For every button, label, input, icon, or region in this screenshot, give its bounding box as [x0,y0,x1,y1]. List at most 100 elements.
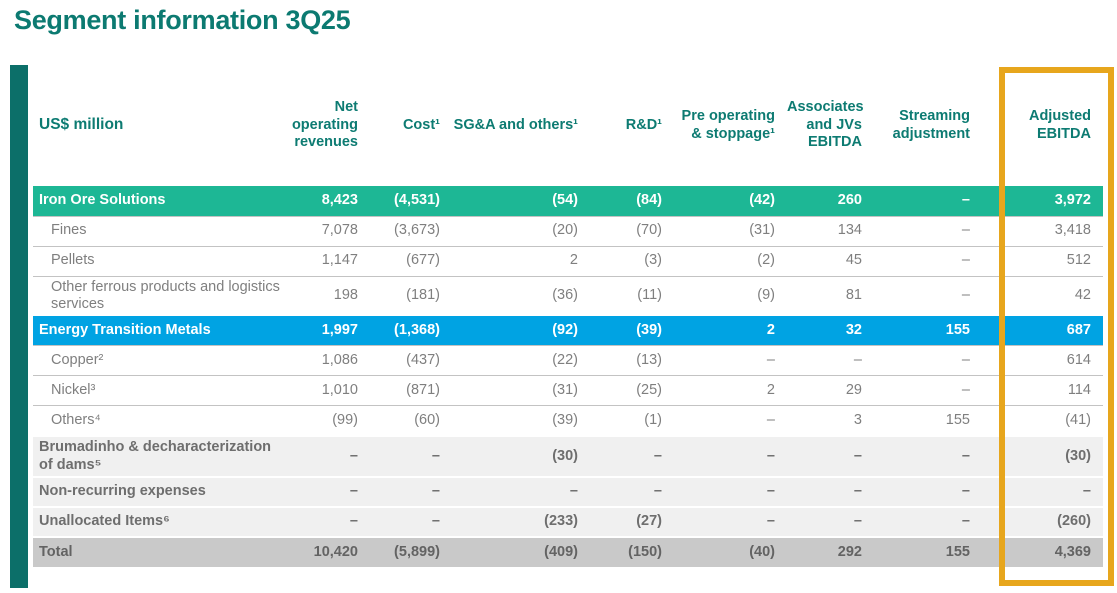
row-label: Other ferrous products and logistics ser… [33,275,285,316]
table-cell: 32 [787,315,874,346]
row-label: Pellets [33,245,285,276]
table-cell: – [285,476,370,508]
table-cell: – [452,476,590,508]
table-cell: (181) [370,275,452,316]
row-label: Fines [33,215,285,246]
table-row: Non-recurring expenses – – – – – – – – [33,476,1103,508]
table-cell: (4,531) [370,186,452,216]
row-label: Others⁴ [33,405,285,436]
table-row: Energy Transition Metals 1,997 (1,368) (92)… [33,315,1103,346]
table-cell: (3) [590,245,674,276]
table-cell: 45 [787,245,874,276]
table-cell: (11) [590,275,674,316]
table-cell: (677) [370,245,452,276]
table-cell: (871) [370,375,452,406]
table-cell: (5,899) [370,536,452,568]
table-cell: (54) [452,186,590,216]
table-cell: – [285,434,370,478]
row-label: Nickel³ [33,375,285,406]
table-cell: 10,420 [285,536,370,568]
table-row: Other ferrous products and logistics ser… [33,275,1103,316]
table-cell: (25) [590,375,674,406]
table-row: Others⁴ (99) (60) (39) (1) –3 155 (41) [33,405,1103,436]
table-cell: – [874,186,982,216]
table-cell: 2 [452,245,590,276]
table-cell: – [874,275,982,316]
table-cell: (39) [452,405,590,436]
row-label: Total [33,536,285,568]
table-cell: (233) [452,506,590,538]
table-cell: 614 [982,345,1103,376]
table-cell: (3,673) [370,215,452,246]
table-cell: 1,147 [285,245,370,276]
table-cell: 29 [787,375,874,406]
table-cell: (150) [590,536,674,568]
table-cell: – [874,345,982,376]
table-cell: – [674,506,787,538]
table-cell: (70) [590,215,674,246]
table-cell: 2 [674,315,787,346]
table-cell: – [674,345,787,376]
row-label: Brumadinho & decharacterization of dams⁵ [33,434,285,478]
table-cell: – [874,215,982,246]
table-row: Unallocated Items⁶ – – (233) (27) – – – (260) [33,506,1103,538]
row-label: Non-recurring expenses [33,476,285,508]
table-cell: – [674,434,787,478]
table-row: Nickel³ 1,010 (871) (31) (25) 2 29–114 [33,375,1103,406]
column-header: Adjusted EBITDA [1028,107,1091,142]
table-cell: 3,418 [982,215,1103,246]
table-cell: – [874,434,982,478]
table-cell: 3,972 [982,186,1103,216]
column-header: SG&A and others¹ [453,116,578,133]
column-header: Associates and JVs EBITDA [787,98,864,151]
table-cell: (30) [452,434,590,478]
column-header: Streaming adjustment [892,107,970,142]
table-cell: 292 [787,536,874,568]
table-cell: 687 [982,315,1103,346]
row-label: Energy Transition Metals [33,315,285,346]
table-row: Iron Ore Solutions 8,423 (4,531) (54) (84) (4… [33,186,1103,216]
table-cell: 7,078 [285,215,370,246]
table-cell: – [370,506,452,538]
table-cell: – [787,345,874,376]
table-cell: – [285,506,370,538]
table-cell: – [874,375,982,406]
table-cell: (42) [674,186,787,216]
table-cell: 114 [982,375,1103,406]
table-cell: (9) [674,275,787,316]
row-label: Copper² [33,345,285,376]
table-cell: 1,010 [285,375,370,406]
table-cell: 198 [285,275,370,316]
table-cell: – [590,434,674,478]
table-cell: (27) [590,506,674,538]
table-cell: 260 [787,186,874,216]
table-cell: 3 [787,405,874,436]
table-cell: (409) [452,536,590,568]
table-cell: (40) [674,536,787,568]
table-cell: – [590,476,674,508]
table-cell: (260) [982,506,1103,538]
table-cell: 8,423 [285,186,370,216]
table-cell: 512 [982,245,1103,276]
table-cell: (31) [452,375,590,406]
table-cell: (1,368) [370,315,452,346]
table-cell: – [674,405,787,436]
table-cell: (22) [452,345,590,376]
left-accent-bar [10,65,28,588]
table-cell: – [874,476,982,508]
table-cell: 1,997 [285,315,370,346]
table-cell: 134 [787,215,874,246]
table-cell: – [787,506,874,538]
table-row: Pellets 1,147 (677) 2 (3) (2) 45–512 [33,245,1103,276]
table-cell: 155 [874,536,982,568]
table-cell: 4,369 [982,536,1103,568]
table-cell: (31) [674,215,787,246]
column-header: Cost¹ [402,116,440,133]
table-cell: (84) [590,186,674,216]
column-header: Net operating revenues [291,98,358,151]
table-header: US$ million Net operating revenues Cost¹ S… [33,65,1103,186]
header-row: US$ million Net operating revenues Cost¹ S… [33,65,1103,186]
table-cell: (2) [674,245,787,276]
table-row: Brumadinho & decharacterization of dams⁵… [33,434,1103,478]
table-cell: 155 [874,405,982,436]
